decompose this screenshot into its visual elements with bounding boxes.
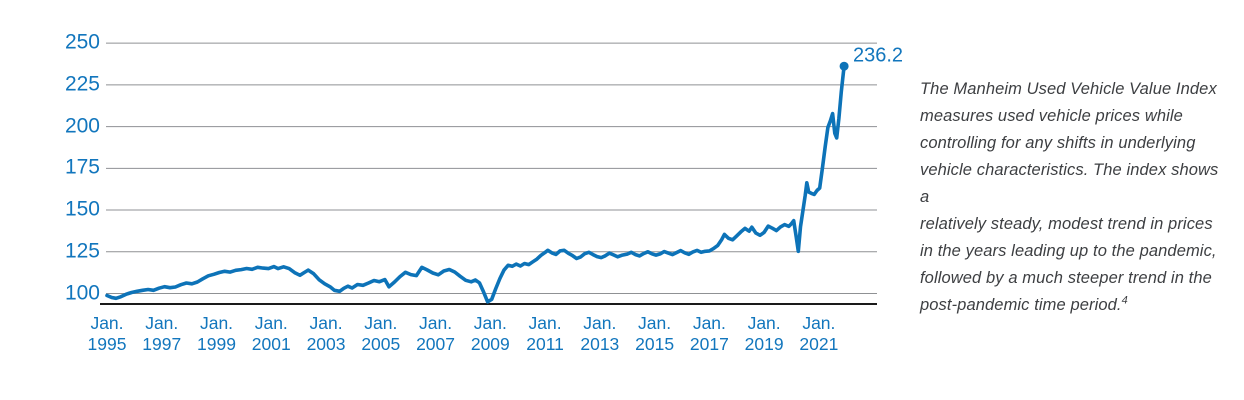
x-tick-year: 2001	[251, 334, 291, 354]
x-tick-month: Jan.	[802, 313, 836, 333]
description-last-line-text: post-pandemic time period.	[920, 296, 1122, 314]
x-tick-year: 2013	[580, 334, 620, 354]
description-line: followed by a much steeper trend in the	[920, 269, 1212, 287]
x-tick-label: Jan. 2007	[416, 313, 455, 355]
x-tick-year: 2009	[470, 334, 510, 354]
x-tick-month: Jan.	[254, 313, 288, 333]
x-tick-month: Jan.	[638, 313, 672, 333]
description-line: measures used vehicle prices while	[920, 107, 1183, 125]
x-tick-month: Jan.	[692, 313, 726, 333]
x-tick-month: Jan.	[419, 313, 453, 333]
x-tick-year: 2011	[526, 334, 564, 354]
gridlines	[106, 42, 877, 294]
x-tick-year: 1999	[197, 334, 236, 354]
x-tick-label: Jan. 2015	[635, 313, 674, 355]
x-tick-label: Jan. 2021	[799, 313, 838, 355]
x-tick-label: Jan. 2019	[745, 313, 784, 355]
x-tick-month: Jan.	[309, 313, 343, 333]
description-line: The Manheim Used Vehicle Value Index	[920, 80, 1217, 98]
x-tick-month: Jan.	[747, 313, 781, 333]
x-tick-year: 2019	[744, 334, 784, 354]
x-tick-year: 2021	[799, 334, 839, 354]
x-tick-label: Jan. 1999	[197, 313, 236, 355]
x-tick-label: Jan. 2005	[361, 313, 400, 355]
x-tick-label: Jan. 1997	[142, 313, 181, 355]
y-tick-label: 225	[64, 72, 100, 96]
description-line: relatively steady, modest trend in price…	[920, 215, 1213, 233]
x-tick-month: Jan.	[90, 313, 124, 333]
y-tick-label: 100	[64, 281, 100, 305]
x-tick-month: Jan.	[145, 313, 179, 333]
x-tick-year: 2007	[416, 334, 456, 354]
x-tick-month: Jan.	[364, 313, 398, 333]
x-tick-month: Jan.	[528, 313, 562, 333]
x-tick-year: 2015	[635, 334, 675, 354]
description-line: in the years leading up to the pandemic,	[920, 242, 1217, 260]
description-last-line: post-pandemic time period.4	[920, 292, 1220, 319]
x-tick-year: 2017	[689, 334, 729, 354]
x-tick-label: Jan. 2017	[690, 313, 729, 355]
x-tick-label: Jan. 2001	[252, 313, 291, 355]
x-tick-year: 2003	[306, 334, 346, 354]
end-value-label: 236.2	[853, 44, 904, 67]
y-tick-label: 125	[64, 239, 100, 263]
description-line: vehicle characteristics. The index shows…	[920, 161, 1219, 206]
x-tick-month: Jan.	[583, 313, 617, 333]
y-tick-label: 250	[64, 30, 100, 54]
x-tick-year: 2005	[361, 334, 401, 354]
y-tick-label: 150	[64, 197, 100, 221]
x-tick-year: 1995	[87, 334, 127, 354]
x-tick-month: Jan.	[473, 313, 507, 333]
x-tick-label: Jan. 2013	[580, 313, 619, 355]
index-description: The Manheim Used Vehicle Value Index mea…	[920, 76, 1220, 319]
y-tick-label: 175	[64, 155, 100, 179]
x-tick-label: Jan. 2011	[526, 313, 564, 355]
end-point-marker	[839, 61, 849, 71]
x-tick-year: 1997	[142, 334, 182, 354]
description-line: controlling for any shifts in underlying	[920, 134, 1196, 152]
index-line	[105, 64, 846, 304]
x-tick-label: Jan. 1995	[88, 313, 127, 355]
y-tick-label: 200	[64, 114, 100, 138]
footnote-marker: 4	[1121, 294, 1128, 307]
x-tick-label: Jan. 2003	[307, 313, 346, 355]
x-tick-label: Jan. 2009	[471, 313, 510, 355]
x-tick-month: Jan.	[199, 313, 234, 333]
